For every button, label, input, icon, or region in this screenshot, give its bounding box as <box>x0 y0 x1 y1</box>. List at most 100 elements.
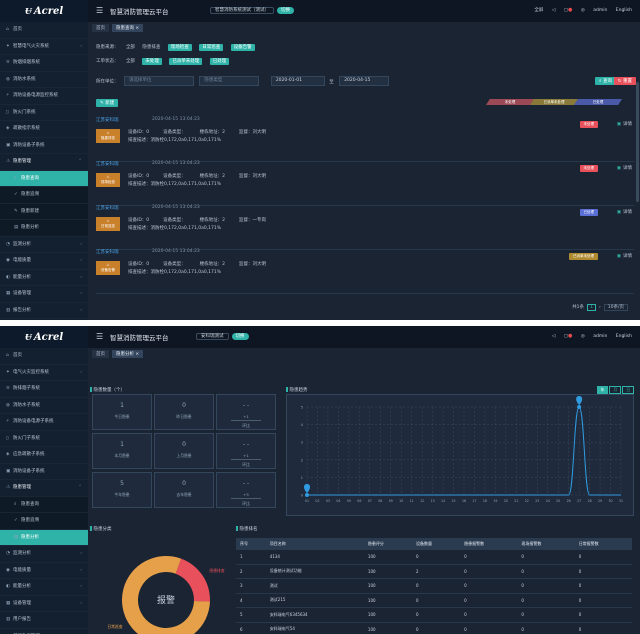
sidebar-item[interactable]: ◐ 能量分析 › <box>0 579 88 596</box>
sidebar-item[interactable]: ⌕ 隐患查询 <box>0 496 88 513</box>
sidebar-item[interactable]: ▣ 消防设备子系统 <box>0 464 88 480</box>
table-row[interactable]: 2 设备统计测试功能 100 2 0 0 0 <box>236 564 632 579</box>
source-option[interactable]: 设备告警 <box>230 44 255 51</box>
menu-toggle-icon[interactable]: ☰ <box>96 332 104 341</box>
sidebar-item[interactable]: ✎ 隐患新建 <box>0 203 88 220</box>
record-site-link[interactable]: 江苏安科瑞 <box>96 162 119 167</box>
sidebar-item[interactable]: ◍ 消防水系统 <box>0 72 88 88</box>
sidebar-item[interactable]: ⌂ 首页 <box>0 22 88 39</box>
chevron-icon: ⌃ <box>78 485 82 490</box>
fullscreen-button[interactable]: 全屏 <box>534 8 544 13</box>
record-site-link[interactable]: 江苏安科瑞 <box>96 206 119 211</box>
sidebar-item[interactable]: ✓ 隐患追溯 <box>0 513 88 530</box>
sidebar-item[interactable]: ◉ 电能质量 › <box>0 253 88 270</box>
query-button[interactable]: ⌕ 查询 <box>595 77 616 85</box>
sidebar-item[interactable]: ▯ 防火门系统 <box>0 105 88 121</box>
bell-icon[interactable]: ▢● <box>563 333 573 339</box>
sidebar-item[interactable]: ◈ 疏散指示系统 <box>0 121 88 138</box>
sidebar-item[interactable]: ▥ 用户报告 <box>0 612 88 629</box>
tab-home[interactable]: 首页 <box>92 24 109 32</box>
menu-toggle-icon[interactable]: ☰ <box>96 6 104 15</box>
source-option[interactable]: 全部 <box>125 45 135 50</box>
switch-button[interactable]: 切换 <box>231 333 249 340</box>
sidebar-item[interactable]: ◉ 电能质量 › <box>0 563 88 579</box>
date-to-input[interactable]: 2020-04-15 <box>339 76 390 86</box>
sidebar-item[interactable]: ✦ 电气火灾监控系统 › <box>0 365 88 381</box>
sidebar-item[interactable]: ⌂ 首页 <box>0 348 88 365</box>
sidebar-item[interactable]: ▤ 隐患分析 <box>0 220 88 237</box>
sidebar-item[interactable]: ▪基础数据管理› <box>0 319 88 320</box>
sidebar-item[interactable]: ▪基础数据管理› <box>0 629 88 634</box>
language-switch[interactable]: English <box>615 334 632 339</box>
scrollbar[interactable] <box>636 82 639 202</box>
reset-button[interactable]: ↻ 重置 <box>613 77 636 85</box>
detail-button[interactable]: ▣ 详情 <box>617 253 632 259</box>
record-site-link[interactable]: 江苏安科瑞 <box>96 250 119 255</box>
sidebar-item[interactable]: ◔ 监测分析 › <box>0 237 88 253</box>
sidebar-item[interactable]: ≋ 防排烟子系统 <box>0 381 88 398</box>
sound-icon[interactable]: ◁ <box>551 8 556 13</box>
source-option[interactable]: 现场检查 <box>167 44 192 51</box>
sound-icon[interactable]: ◁ <box>551 334 556 339</box>
record-description: 排查描述：消防栓0,172,0a0,171,0a0,171% <box>128 182 222 187</box>
language-switch[interactable]: English <box>615 8 632 13</box>
screenshot-hazard-analysis: Ʉ Acrel ☰ 智慧消防管理云平台 安科瑞测试 切换 ◁ ▢● ◎ admin … <box>0 326 640 634</box>
sidebar-item[interactable]: ◈ 应急疏散子系统 <box>0 447 88 464</box>
type-select[interactable]: 隐患类型 <box>199 76 260 86</box>
sidebar-item[interactable]: ⚡ 消防设备电源子系统 <box>0 414 88 431</box>
status-option[interactable]: 已处理 <box>209 58 230 65</box>
tab-year[interactable]: 年 <box>596 386 609 394</box>
table-row[interactable]: 6 安科瑞电气54 100 0 0 0 0 <box>236 622 632 634</box>
table-row[interactable]: 1 4134 100 0 0 0 0 <box>236 550 632 565</box>
user-icon[interactable]: ◎ <box>580 334 585 339</box>
sidebar-item[interactable]: ✦ 智慧电气火灾系统 › <box>0 39 88 55</box>
sidebar-item[interactable]: ◐ 能量分析 › <box>0 270 88 286</box>
status-option[interactable]: 未处理 <box>142 58 162 65</box>
sidebar-item[interactable]: ⚠ 隐患管理 ⌃ <box>0 154 88 171</box>
source-option[interactable]: 隐患排查 <box>142 45 161 50</box>
bell-icon[interactable]: ▢● <box>563 7 573 13</box>
report2-icon: ▥ <box>6 307 11 313</box>
sidebar-item[interactable]: ≋ 防烟排烟系统 <box>0 55 88 72</box>
sidebar-item[interactable]: ⌕ 隐患查询 <box>0 170 88 187</box>
source-option[interactable]: 日常巡查 <box>199 44 224 51</box>
project-selector[interactable]: 智慧消防系统测试（测试） 切换 <box>210 7 294 14</box>
table-row[interactable]: 3 测试 100 0 0 0 0 <box>236 578 632 594</box>
sidebar-item[interactable]: ▤ 隐患分析 <box>0 529 88 546</box>
tab-day[interactable]: 日 <box>622 386 634 394</box>
sidebar-item[interactable]: ⚡ 消防设备电源监控系统 <box>0 88 88 105</box>
sidebar-item[interactable]: ▣ 消防设备子系统 <box>0 138 88 154</box>
sidebar-item[interactable]: ▯ 防火门子系统 <box>0 431 88 447</box>
status-option[interactable]: 已派单未处理 <box>169 58 203 65</box>
energy-icon: ◐ <box>6 584 10 589</box>
user-name[interactable]: admin <box>593 334 608 339</box>
project-selector[interactable]: 安科瑞测试 切换 <box>196 333 249 340</box>
sidebar-item[interactable]: ▦ 设备管理 › <box>0 286 88 303</box>
switch-button[interactable]: 切换 <box>277 7 294 14</box>
detail-button[interactable]: ▣ 详情 <box>617 209 632 215</box>
sidebar-item[interactable]: ▥ 报告分析 › <box>0 303 88 319</box>
sidebar-item[interactable]: ✓ 隐患追溯 <box>0 187 88 204</box>
user-icon[interactable]: ◎ <box>580 8 585 13</box>
add-hazard-button[interactable]: ✎ 新建 <box>96 99 119 107</box>
status-option[interactable]: 全部 <box>125 59 135 64</box>
sidebar-item[interactable]: ⚠ 隐患管理 ⌃ <box>0 480 88 497</box>
x-tick-label: 27 <box>577 499 581 503</box>
table-row[interactable]: 5 安科瑞电气6345634 100 0 0 0 0 <box>236 607 632 623</box>
site-select[interactable]: 请选择单位 <box>123 76 194 86</box>
tab-home[interactable]: 首页 <box>92 350 109 358</box>
tab-month[interactable]: 月 <box>609 386 622 394</box>
tab-hazard-query[interactable]: 隐患查询 × <box>112 24 144 32</box>
user-name[interactable]: admin <box>593 8 608 13</box>
detail-button[interactable]: ▣ 详情 <box>617 121 632 127</box>
page-size-select[interactable]: 10条/页 <box>603 304 628 311</box>
detail-button[interactable]: ▣ 详情 <box>617 165 632 171</box>
date-from-input[interactable]: 2020-01-01 <box>270 76 325 86</box>
sidebar-item[interactable]: ◍ 消防水子系统 <box>0 398 88 414</box>
sidebar-item[interactable]: ◔ 监测分析 › <box>0 546 88 563</box>
record-site-link[interactable]: 江苏安科瑞 <box>96 118 119 123</box>
table-row[interactable]: 4 测试215 100 0 0 0 0 <box>236 593 632 608</box>
sidebar-item[interactable]: ▦ 设备管理 › <box>0 596 88 612</box>
tab-hazard-analysis[interactable]: 隐患分析 × <box>112 350 144 358</box>
page-button[interactable]: 1 <box>587 304 596 311</box>
